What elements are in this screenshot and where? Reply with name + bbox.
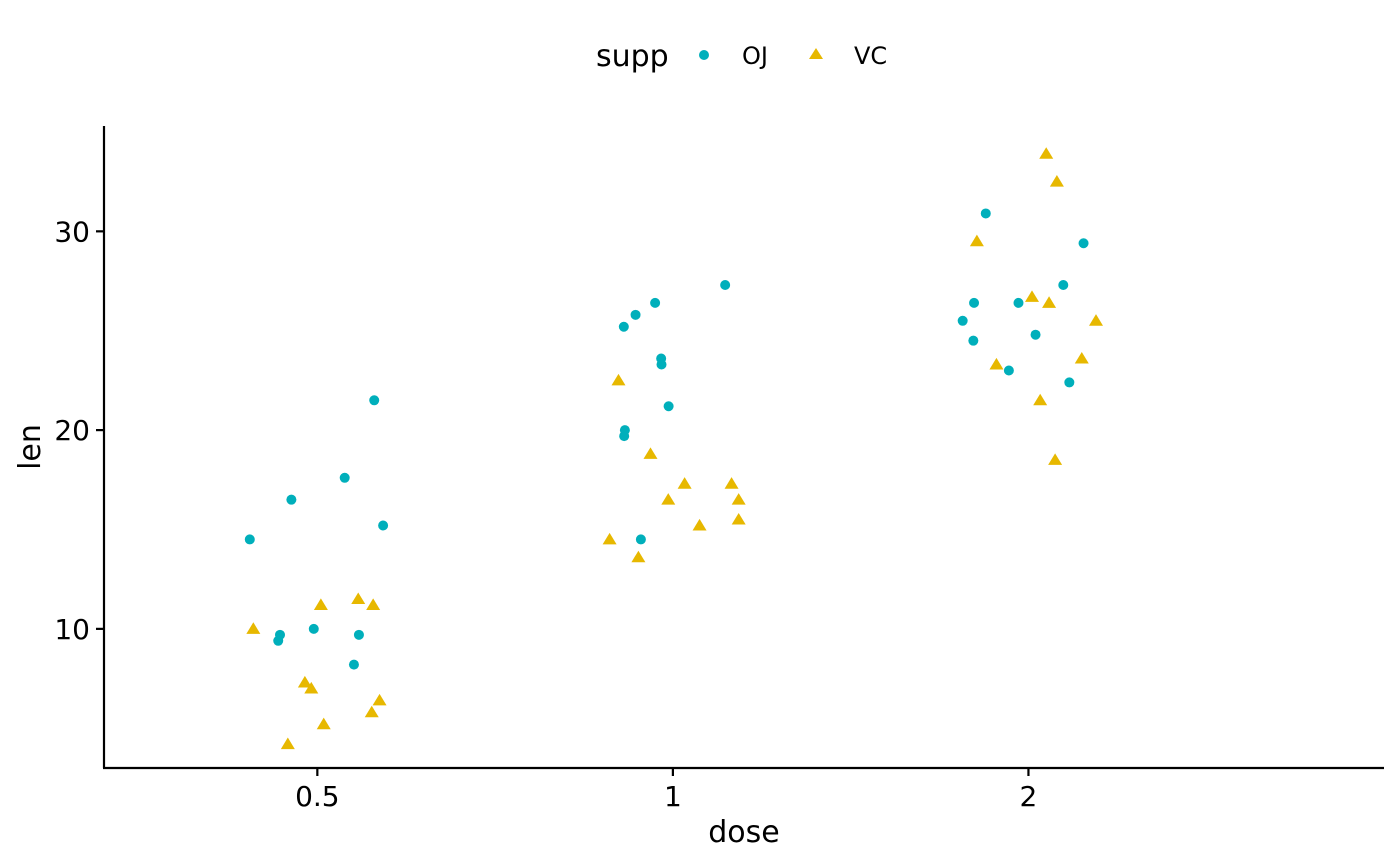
data-point-oj: [308, 623, 319, 634]
data-point-oj: [1058, 280, 1069, 291]
data-point-vc: [1089, 314, 1103, 326]
y-axis-ticks: 10 20 30: [54, 215, 104, 646]
legend-key-oj: [699, 50, 709, 60]
data-point-vc: [631, 550, 646, 563]
legend-key-vc: [809, 48, 823, 59]
x-tick-label: 2: [1020, 780, 1038, 813]
data-point-oj: [957, 315, 968, 326]
data-point-vc: [602, 532, 617, 545]
data-point-vc: [313, 598, 328, 610]
data-point-vc: [1025, 290, 1039, 302]
data-point-oj: [968, 335, 979, 346]
data-point-vc: [1039, 147, 1054, 159]
data-point-oj: [1078, 238, 1089, 249]
data-point-vc: [661, 493, 676, 505]
data-point-vc: [969, 234, 984, 247]
data-point-oj: [650, 297, 661, 308]
data-point-oj: [618, 321, 629, 332]
data-point-oj: [720, 280, 731, 291]
y-axis-title: len: [13, 424, 48, 470]
data-point-vc: [316, 717, 331, 730]
data-point-vc: [989, 357, 1004, 370]
x-axis-ticks: 0.5 1 2: [295, 768, 1037, 813]
y-tick-label: 30: [54, 215, 90, 248]
y-tick-label: 20: [54, 414, 90, 447]
legend: supp OJ VC: [596, 39, 887, 74]
data-point-oj: [635, 534, 646, 545]
data-point-oj: [619, 425, 630, 436]
data-point-oj: [286, 494, 297, 505]
x-tick-label: 1: [664, 780, 682, 813]
data-points: [244, 147, 1103, 750]
data-point-oj: [630, 309, 641, 320]
data-point-vc: [1048, 453, 1063, 465]
legend-title: supp: [596, 39, 669, 74]
data-point-oj: [369, 395, 380, 406]
data-point-vc: [364, 705, 379, 718]
data-point-oj: [1003, 365, 1014, 376]
legend-label-vc: VC: [854, 42, 887, 70]
data-point-vc: [1074, 351, 1089, 364]
data-point-vc: [731, 512, 746, 525]
data-point-vc: [351, 592, 366, 605]
data-point-vc: [692, 518, 707, 531]
data-point-vc: [1049, 175, 1064, 187]
data-point-oj: [353, 629, 364, 640]
x-axis-title: dose: [708, 815, 779, 850]
data-point-vc: [280, 737, 295, 750]
data-point-vc: [677, 477, 692, 489]
data-point-oj: [969, 297, 980, 308]
data-point-oj: [348, 659, 359, 670]
data-point-oj: [275, 629, 285, 640]
data-point-oj: [1013, 297, 1024, 308]
data-point-vc: [731, 493, 746, 505]
data-point-vc: [611, 373, 626, 386]
data-point-oj: [378, 520, 389, 531]
data-point-oj: [339, 472, 350, 483]
data-point-vc: [372, 693, 387, 706]
data-point-oj: [980, 208, 991, 219]
data-point-oj: [656, 359, 667, 370]
data-point-oj: [1030, 329, 1041, 340]
data-point-vc: [297, 675, 312, 688]
y-tick-label: 10: [54, 613, 90, 646]
data-point-oj: [244, 534, 255, 545]
legend-label-oj: OJ: [742, 42, 768, 70]
data-point-vc: [1042, 296, 1057, 308]
data-point-vc: [724, 477, 739, 489]
data-point-vc: [304, 681, 319, 694]
data-point-vc: [643, 447, 658, 459]
data-point-oj: [663, 401, 674, 412]
data-point-vc: [1033, 393, 1048, 406]
data-point-oj: [1064, 377, 1075, 388]
x-tick-label: 0.5: [295, 780, 340, 813]
data-point-vc: [246, 622, 261, 634]
data-point-vc: [366, 598, 381, 610]
